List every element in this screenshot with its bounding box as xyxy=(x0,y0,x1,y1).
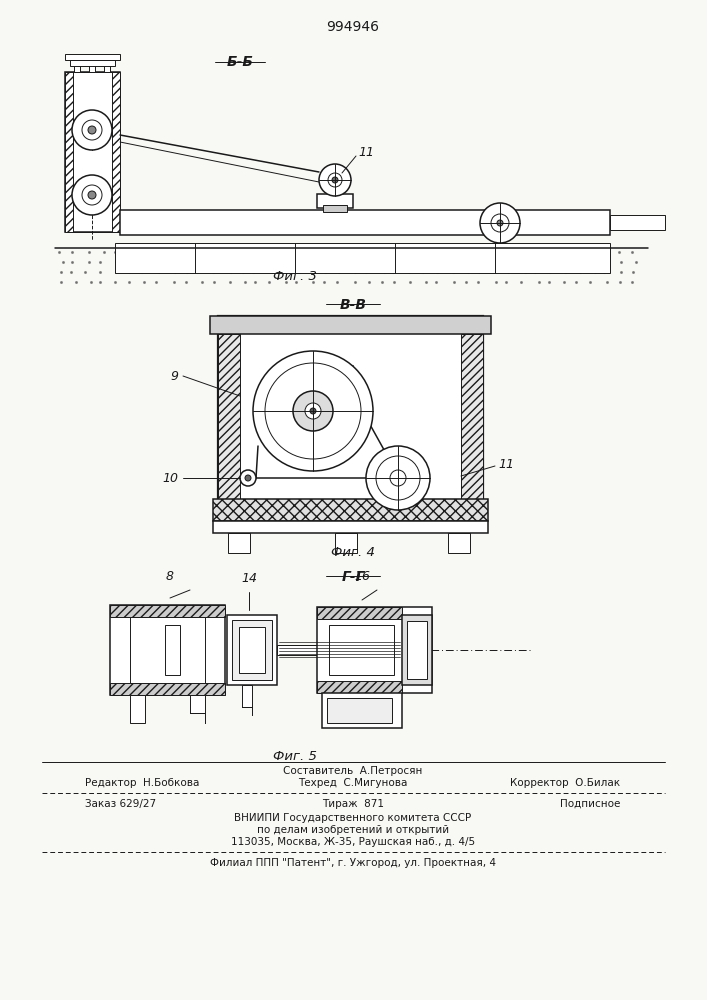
Text: Б-Б: Б-Б xyxy=(226,55,254,69)
Text: Корректор  О.Билак: Корректор О.Билак xyxy=(510,778,620,788)
Bar xyxy=(335,533,357,553)
Circle shape xyxy=(88,191,96,199)
Circle shape xyxy=(245,475,251,481)
Circle shape xyxy=(72,110,112,150)
Text: 16: 16 xyxy=(354,570,370,583)
Bar xyxy=(218,334,240,501)
Text: 11: 11 xyxy=(498,458,514,471)
Bar xyxy=(210,316,491,334)
Circle shape xyxy=(310,408,316,414)
Bar xyxy=(120,210,610,235)
Circle shape xyxy=(240,470,256,486)
Bar xyxy=(277,645,317,655)
Text: Техред  С.Мигунова: Техред С.Мигунова xyxy=(298,778,408,788)
Bar xyxy=(323,205,347,212)
Circle shape xyxy=(265,363,361,459)
Bar xyxy=(89,64,95,72)
Text: по делам изобретений и открытий: по делам изобретений и открытий xyxy=(257,825,449,835)
Bar xyxy=(74,64,80,72)
Text: 9: 9 xyxy=(170,369,178,382)
Bar xyxy=(165,625,180,675)
Bar xyxy=(104,64,110,72)
Circle shape xyxy=(293,391,333,431)
Bar xyxy=(213,521,488,533)
Text: 113035, Москва, Ж-35, Раушская наб., д. 4/5: 113035, Москва, Ж-35, Раушская наб., д. … xyxy=(231,837,475,847)
Circle shape xyxy=(497,220,503,226)
Bar xyxy=(461,334,483,501)
Text: ВНИИПИ Государственного комитета СССР: ВНИИПИ Государственного комитета СССР xyxy=(235,813,472,823)
Bar xyxy=(322,693,402,728)
Bar xyxy=(110,683,225,695)
Bar xyxy=(70,60,115,66)
Text: В-В: В-В xyxy=(339,298,366,312)
Circle shape xyxy=(376,456,420,500)
Bar xyxy=(402,615,432,685)
Bar xyxy=(317,607,402,619)
Bar xyxy=(65,54,120,60)
Text: Составитель  А.Петросян: Составитель А.Петросян xyxy=(284,766,423,776)
Circle shape xyxy=(332,177,338,183)
Bar xyxy=(329,625,394,675)
Bar xyxy=(232,620,272,680)
Bar xyxy=(110,605,225,617)
Text: Фиг. 4: Фиг. 4 xyxy=(331,546,375,559)
Circle shape xyxy=(390,470,406,486)
Bar xyxy=(610,215,665,230)
Circle shape xyxy=(72,175,112,215)
Bar xyxy=(227,615,277,685)
Circle shape xyxy=(480,203,520,243)
Text: Филиал ППП "Патент", г. Ужгород, ул. Проектная, 4: Филиал ППП "Патент", г. Ужгород, ул. Про… xyxy=(210,858,496,868)
Bar xyxy=(130,695,145,723)
Circle shape xyxy=(319,164,351,196)
Circle shape xyxy=(305,403,321,419)
Bar xyxy=(239,627,265,673)
Circle shape xyxy=(491,214,509,232)
Bar xyxy=(327,698,392,723)
Circle shape xyxy=(253,351,373,471)
Bar xyxy=(112,72,120,232)
Text: Г-Г: Г-Г xyxy=(341,570,365,584)
Bar xyxy=(228,533,250,553)
Text: 14: 14 xyxy=(241,572,257,585)
Circle shape xyxy=(82,185,102,205)
Bar xyxy=(130,617,205,683)
Text: 994946: 994946 xyxy=(327,20,380,34)
Circle shape xyxy=(88,126,96,134)
Bar xyxy=(110,605,225,695)
Text: Тираж  871: Тираж 871 xyxy=(322,799,384,809)
Bar xyxy=(317,681,402,693)
Bar xyxy=(115,243,610,273)
Text: Заказ 629/27: Заказ 629/27 xyxy=(85,799,156,809)
Bar xyxy=(65,72,120,232)
Bar xyxy=(190,695,205,713)
Bar xyxy=(213,499,488,521)
Text: Редактор  Н.Бобкова: Редактор Н.Бобкова xyxy=(85,778,199,788)
Bar xyxy=(65,72,73,232)
Text: 8: 8 xyxy=(166,570,174,583)
Text: 11: 11 xyxy=(358,145,374,158)
Text: 10: 10 xyxy=(162,472,178,485)
Bar xyxy=(407,621,427,679)
Circle shape xyxy=(328,173,342,187)
Text: Фиг. 3: Фиг. 3 xyxy=(273,270,317,283)
Circle shape xyxy=(366,446,430,510)
Circle shape xyxy=(82,120,102,140)
Bar xyxy=(317,607,432,693)
Text: Подписное: Подписное xyxy=(560,799,620,809)
Bar xyxy=(218,316,483,521)
Bar xyxy=(242,685,252,707)
Bar xyxy=(317,194,353,208)
Text: Фиг. 5: Фиг. 5 xyxy=(273,750,317,763)
Bar xyxy=(448,533,470,553)
